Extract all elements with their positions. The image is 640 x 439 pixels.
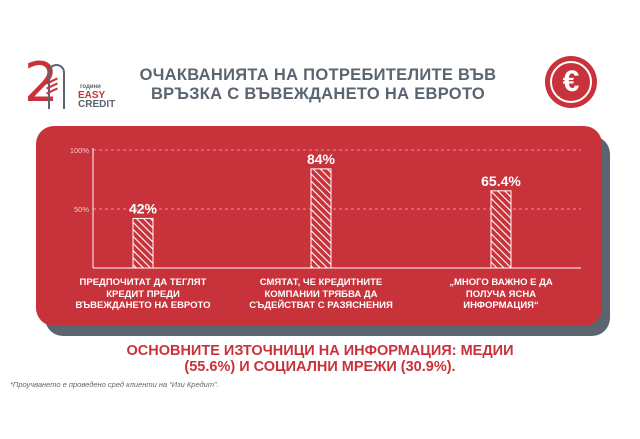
category-label-line: ПРЕДПОЧИТАТ ДА ТЕГЛЯТ	[79, 277, 207, 288]
bar-chart: 50% 100% 42% 84% 65.4%	[70, 146, 581, 269]
category-label: СМЯТАТ, ЧЕ КРЕДИТНИТЕ КОМПАНИИ ТРЯБВА ДА С…	[236, 277, 406, 312]
category-label-line: ВЪВЕЖДАНЕТО НА ЕВРОТО	[75, 300, 211, 311]
data-label: 84%	[307, 151, 336, 167]
data-label: 65.4%	[481, 173, 521, 189]
logo-brand-bottom: CREDIT	[78, 99, 116, 110]
euro-badge: €	[545, 56, 597, 108]
category-label-line: ИНФОРМАЦИЯ“	[463, 300, 539, 311]
footnote: *Проучването е проведено сред клиенти на…	[10, 380, 219, 389]
bar	[490, 190, 512, 269]
category-label-line: КРЕДИТ ПРЕДИ	[106, 288, 180, 300]
logo-years: години	[80, 84, 101, 90]
page-title: ОЧАКВАНИЯТА НА ПОТРЕБИТЕЛИТЕ ВЪВ ВРЪЗКА …	[118, 66, 518, 104]
y-tick-label: 50%	[74, 205, 89, 214]
category-label-line: СЪДЕЙСТВАТ С РАЗЯСНЕНИЯ	[249, 300, 393, 311]
bar	[132, 217, 154, 269]
category-label-line: КОМПАНИИ ТРЯБВА ДА	[264, 288, 378, 300]
data-label: 42%	[129, 200, 158, 216]
bar	[310, 168, 332, 269]
category-label-line: ПОЛУЧА ЯСНА	[465, 288, 537, 300]
category-label-line: СМЯТАТ, ЧЕ КРЕДИТНИТЕ	[259, 277, 383, 288]
category-label: „МНОГО ВАЖНО Е ДА ПОЛУЧА ЯСНА ИНФОРМАЦИЯ“	[416, 277, 586, 312]
category-label: ПРЕДПОЧИТАТ ДА ТЕГЛЯТ КРЕДИТ ПРЕДИ ВЪВЕЖДА…	[58, 277, 228, 312]
logo-zero-shape	[46, 64, 65, 109]
category-label-line: „МНОГО ВАЖНО Е ДА	[449, 277, 553, 288]
euro-icon: €	[550, 61, 592, 103]
title-line-2: ВРЪЗКА С ВЪВЕЖДАНЕТО НА ЕВРОТО	[150, 85, 486, 103]
title-line-1: ОЧАКВАНИЯТА НА ПОТРЕБИТЕЛИТЕ ВЪВ	[139, 66, 497, 84]
y-tick-label: 100%	[70, 146, 90, 155]
info-sources-text: ОСНОВНИТЕ ИЗТОЧНИЦИ НА ИНФОРМАЦИЯ: МЕДИИ…	[100, 343, 540, 375]
bottom-text-line-2: (55.6%) И СОЦИАЛНИ МРЕЖИ (30.9%).	[184, 359, 456, 375]
bottom-text-line-1: ОСНОВНИТЕ ИЗТОЧНИЦИ НА ИНФОРМАЦИЯ: МЕДИИ	[126, 343, 514, 359]
logo-brand-top: EASY	[78, 90, 106, 101]
